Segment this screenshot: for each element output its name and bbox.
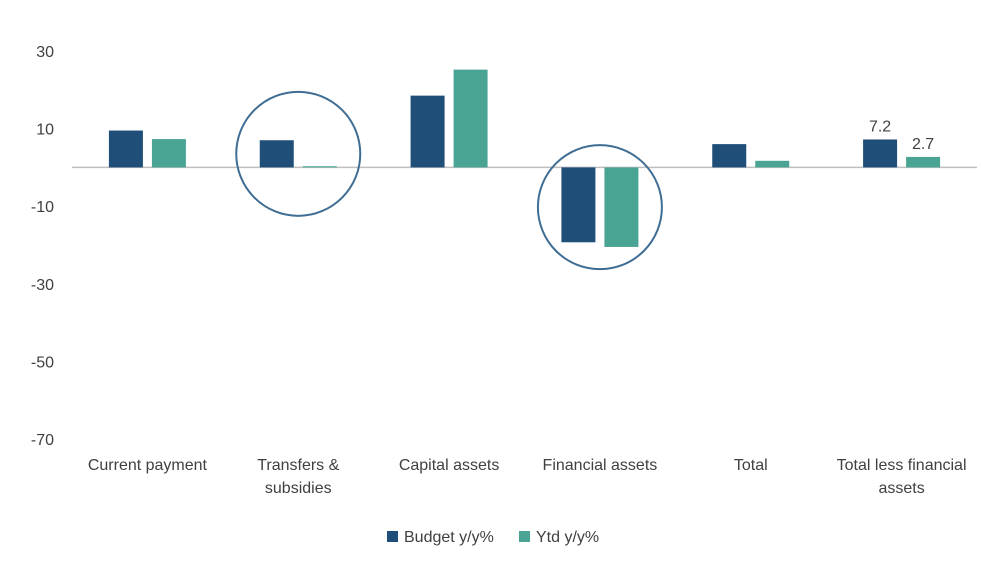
y-tick-label: -50 — [31, 354, 54, 371]
y-tick-label: 10 — [36, 122, 54, 139]
x-category-label: Total less financial assets — [837, 457, 967, 497]
legend-label-budget: Budget y/y% — [404, 529, 494, 546]
x-category-label: Transfers & subsidies — [257, 457, 339, 497]
y-axis-ticks: 30 10 -10 -30 -50 -70 — [31, 44, 54, 449]
y-tick-label: -30 — [31, 277, 54, 294]
bar-ytd — [302, 166, 337, 168]
x-category-label: Capital assets — [399, 457, 500, 474]
bar-budget — [712, 144, 747, 168]
bar-budget — [108, 130, 143, 168]
x-axis-category-labels: Current payment Transfers & subsidies Capit… — [88, 457, 967, 497]
x-category-label: Total — [734, 457, 768, 474]
highlight-circle — [536, 144, 663, 271]
legend-label-ytd: Ytd y/y% — [536, 529, 599, 546]
bar-budget — [259, 140, 294, 168]
legend-swatch-budget — [387, 531, 398, 542]
highlight-circles — [235, 90, 663, 271]
x-category-label: Current payment — [88, 457, 208, 474]
bar-budget — [561, 167, 596, 243]
highlight-circle — [235, 90, 362, 217]
x-category-label: Financial assets — [543, 457, 658, 474]
bar-ytd — [906, 156, 941, 168]
bar-ytd — [453, 69, 488, 168]
y-tick-label: 30 — [36, 44, 54, 61]
bar-budget — [863, 139, 898, 168]
legend-swatch-ytd — [519, 531, 530, 542]
legend: Budget y/y% Ytd y/y% — [387, 529, 599, 546]
bar-ytd — [604, 167, 639, 247]
data-label: 7.2 — [869, 118, 891, 135]
y-tick-label: -10 — [31, 199, 54, 216]
y-tick-label: -70 — [31, 432, 54, 449]
bar-ytd — [151, 139, 186, 168]
data-label: 2.7 — [912, 136, 934, 153]
bar-ytd — [755, 160, 790, 168]
bar-budget — [410, 95, 445, 168]
bars — [108, 69, 941, 247]
data-labels: 7.2 2.7 — [869, 118, 934, 152]
